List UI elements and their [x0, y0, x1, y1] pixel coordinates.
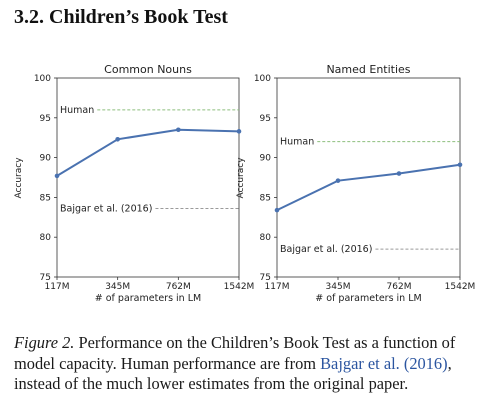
figure-2: Common Nouns 75 80 85 90 95 100 117M 345M 762M 154…: [14, 63, 475, 304]
y-tick-label: 95: [40, 114, 51, 124]
x-tick-label: 1542M: [445, 282, 476, 292]
y-tick-label: 90: [260, 154, 272, 164]
y-tick-label: 90: [40, 154, 52, 164]
caption-text-end: , instead of the much lower estimates fr…: [14, 353, 452, 394]
caption-text: Performance on the Children’s Book Test …: [14, 333, 456, 373]
citation-link[interactable]: Bajgar et al. (2016): [320, 353, 448, 373]
human-reference-label: Human: [280, 137, 314, 148]
chart-title: Common Nouns: [104, 63, 192, 76]
y-tick-label: 85: [260, 193, 271, 203]
data-point: [176, 127, 181, 133]
y-tick-label: 95: [260, 114, 271, 124]
y-axis-label: Accuracy: [236, 157, 246, 199]
y-tick-label: 100: [254, 74, 271, 84]
data-point: [54, 173, 60, 179]
bajgar-reference-label: Bajgar et al. (2016): [280, 244, 372, 255]
series-line: [276, 163, 461, 212]
data-point: [115, 136, 120, 142]
chart-named-entities: Named Entities 75 80 85 90 95 100 117M 345M 762M 1…: [236, 63, 475, 304]
plot-frame: [276, 77, 461, 278]
data-point: [457, 162, 463, 168]
figure-label: Figure 2.: [14, 333, 75, 352]
y-tick-label: 75: [260, 273, 271, 283]
y-tick-label: 100: [34, 74, 51, 84]
x-tick-label: 762M: [387, 282, 412, 292]
x-tick-label: 762M: [166, 282, 191, 292]
y-tick-label: 80: [260, 233, 272, 243]
y-tick-label: 85: [40, 193, 51, 203]
chart-common-nouns: Common Nouns 75 80 85 90 95 100 117M 345M 762M 154…: [14, 63, 254, 304]
data-point: [335, 178, 341, 183]
y-axis-label: Accuracy: [14, 157, 24, 199]
data-point: [274, 207, 280, 213]
x-tick-label: 117M: [265, 282, 290, 292]
x-tick-label: 117M: [45, 282, 70, 292]
figure-caption: Figure 2. Performance on the Children’s …: [14, 333, 494, 395]
human-reference-label: Human: [60, 105, 94, 116]
data-point: [236, 129, 242, 134]
y-tick-label: 75: [40, 273, 51, 283]
y-tick-label: 80: [40, 233, 52, 243]
series-line: [56, 128, 240, 177]
chart-title: Named Entities: [326, 63, 410, 76]
x-axis-label: # of parameters in LM: [315, 293, 421, 304]
bajgar-reference-label: Bajgar et al. (2016): [60, 204, 152, 215]
section-heading: 3.2. Children’s Book Test: [14, 6, 228, 28]
x-tick-label: 345M: [105, 282, 130, 292]
x-tick-label: 1542M: [224, 282, 255, 292]
x-axis-label: # of parameters in LM: [95, 293, 201, 304]
data-point: [396, 171, 402, 176]
x-tick-label: 345M: [326, 282, 351, 292]
